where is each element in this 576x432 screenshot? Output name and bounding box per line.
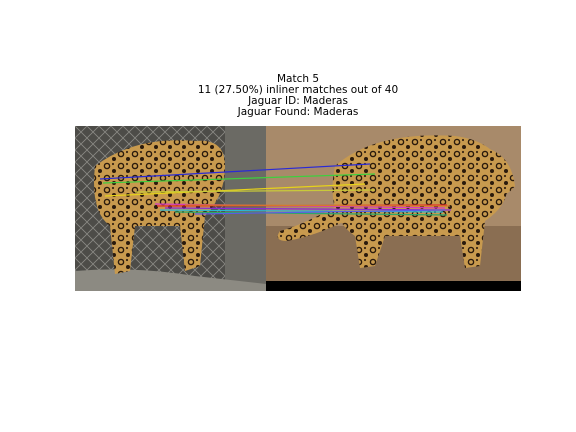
figure-title: Match 5 11 (27.50%) inliner matches out …	[0, 74, 576, 118]
title-jaguar-found: Jaguar Found: Maderas	[237, 106, 359, 118]
match-line	[164, 207, 452, 211]
match-line	[159, 209, 444, 213]
match-line	[174, 211, 448, 216]
match-line	[194, 209, 446, 215]
match-line	[184, 204, 451, 207]
match-line	[134, 189, 376, 193]
match-image-panel	[75, 126, 521, 291]
title-inlier-count: 11 (27.50%) inliner matches out of 40	[197, 84, 399, 96]
match-visualization	[75, 126, 521, 291]
match-line	[102, 173, 376, 184]
match-line	[99, 163, 371, 180]
title-match-number: Match 5	[276, 73, 320, 85]
match-line	[104, 183, 366, 197]
title-jaguar-id: Jaguar ID: Maderas	[248, 95, 348, 107]
jaguar-photo-right	[266, 126, 521, 291]
inlier-match-lines	[99, 163, 452, 216]
